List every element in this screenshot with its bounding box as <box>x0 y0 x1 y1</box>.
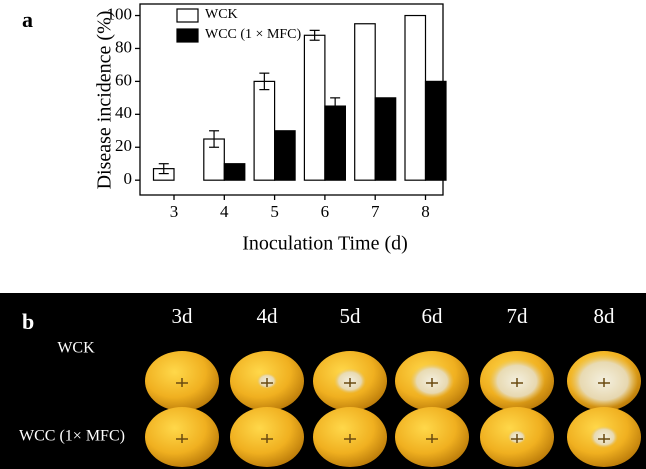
x-tick-label: 4 <box>220 202 229 221</box>
legend-swatch <box>176 28 199 43</box>
plot: 0 20 40 60 80 100 3 4 5 6 7 8 WCK WCC (1 × MFC) <box>107 3 447 221</box>
stem-end <box>598 378 610 387</box>
stem-end <box>511 434 523 443</box>
bar <box>253 80 276 181</box>
y-tick-label: 100 <box>107 4 133 23</box>
y-tick-label: 80 <box>115 37 132 56</box>
stem-end <box>344 378 356 387</box>
stem-end <box>426 434 438 443</box>
day-label: 8d <box>594 304 616 328</box>
y-tick-label: 40 <box>115 103 132 122</box>
day-label: 4d <box>257 304 279 328</box>
bar <box>374 97 397 181</box>
y-tick-label: 0 <box>124 169 133 188</box>
x-tick-label: 7 <box>371 202 380 221</box>
x-tick-label: 3 <box>170 202 179 221</box>
stem-end <box>176 434 188 443</box>
y-axis-label: Disease incidence (%) <box>94 11 116 190</box>
error-bar <box>209 130 220 148</box>
error-bar <box>259 72 270 91</box>
stem-end <box>261 378 273 387</box>
day-label: 3d <box>172 304 194 328</box>
legend-label: WCC (1 × MFC) <box>205 27 302 42</box>
stem-end <box>176 378 188 387</box>
x-tick-label: 6 <box>321 202 330 221</box>
error-bar <box>330 97 341 115</box>
panel-label: a <box>22 7 33 32</box>
error-bar <box>309 29 320 41</box>
row-label: WCK <box>57 340 95 357</box>
x-tick-label: 5 <box>270 202 279 221</box>
day-label: 6d <box>422 304 444 328</box>
bar <box>324 105 346 181</box>
stem-end <box>598 434 610 443</box>
y-tick-label: 20 <box>115 136 132 155</box>
photo: 3d 4d 5d 6d 7d 8d WCK WCC (1× MFC) <box>19 304 641 467</box>
day-label: 7d <box>507 304 529 328</box>
panel-label: b <box>22 309 34 334</box>
legend-swatch <box>176 8 199 23</box>
stem-end <box>511 378 523 387</box>
bar <box>404 14 427 181</box>
bar <box>223 163 246 181</box>
error-bar <box>158 163 169 175</box>
y-tick-label: 60 <box>115 70 132 89</box>
bar <box>274 130 296 181</box>
row-label: WCC (1× MFC) <box>19 428 125 445</box>
x-tick-label: 8 <box>421 202 430 221</box>
bar <box>354 23 376 181</box>
stem-end <box>426 378 438 387</box>
stem-end <box>344 434 356 443</box>
bar <box>303 34 326 181</box>
stem-end <box>261 434 273 443</box>
bar <box>424 80 447 181</box>
day-label: 5d <box>340 304 362 328</box>
legend-label: WCK <box>205 7 238 22</box>
x-axis-label: Inoculation Time (d) <box>242 233 408 255</box>
